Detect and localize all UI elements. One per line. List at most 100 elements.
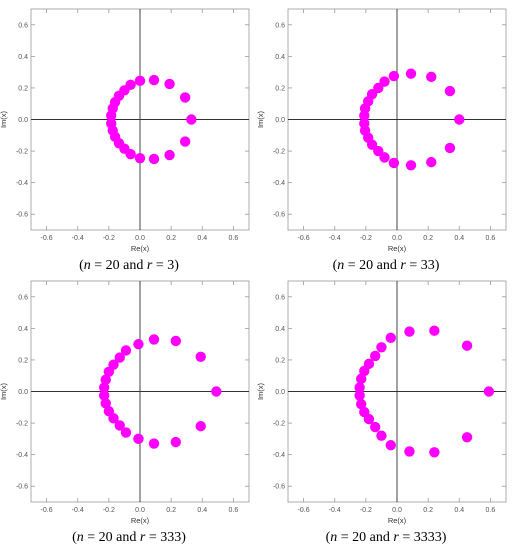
y-tick-label: -0.4	[273, 180, 285, 187]
data-point	[370, 421, 381, 433]
y-tick-label: -0.4	[16, 180, 28, 187]
data-point	[355, 373, 367, 385]
x-tick-label: -0.2	[360, 507, 372, 514]
data-point	[179, 136, 191, 147]
data-point	[354, 382, 365, 393]
chart-svg-1: -0.6 -0.4 -0.2 0.0 0.2 0.4 0.6 0.6 0.4 0.2 0.0 -0.2…	[0, 8, 250, 253]
caption-n-val: = 20 and	[340, 530, 390, 545]
y-tick-label: 0.4	[275, 326, 285, 333]
y-tick-label: 0.6	[18, 294, 28, 301]
x-tick-label: -0.4	[72, 507, 84, 514]
y-tick-label: -0.2	[16, 421, 28, 428]
data-point	[405, 68, 417, 79]
x-tick-label: -0.2	[103, 507, 115, 514]
data-point	[376, 342, 387, 353]
x-tick-label: -0.4	[72, 235, 84, 242]
x-tick-label: 0.2	[423, 507, 433, 514]
chart-panel-1: -0.6 -0.4 -0.2 0.0 0.2 0.4 0.6 0.6 0.4 0.2 0.0 -0.2…	[0, 0, 258, 260]
data-point	[105, 118, 117, 129]
data-point	[359, 110, 370, 121]
caption-r-var: r	[146, 258, 153, 273]
x-axis-label: Re(x)	[131, 516, 150, 525]
data-point	[148, 153, 160, 165]
caption-n-val: = 20 and	[87, 530, 137, 545]
data-point	[388, 157, 400, 169]
data-point	[164, 149, 175, 161]
data-point	[114, 352, 125, 363]
data-point	[186, 114, 197, 125]
x-tick-label: -0.6	[41, 235, 53, 242]
chart-panel-2: -0.6 -0.4 -0.2 0.0 0.2 0.4 0.6 0.6 0.4 0.2 0.0 -0.2…	[256, 0, 515, 260]
data-point	[385, 439, 396, 451]
y-axis-label: Im(x)	[256, 382, 265, 400]
y-tick-label: 0.0	[18, 389, 28, 396]
data-point	[100, 398, 111, 409]
data-point	[461, 340, 473, 351]
data-point	[114, 420, 125, 431]
x-axis-label: Re(x)	[388, 516, 407, 525]
x-axis-label: Re(x)	[388, 244, 407, 253]
caption-n-val: = 20 and	[347, 258, 397, 273]
data-point	[105, 110, 117, 121]
x-tick-label: 0.0	[392, 235, 402, 242]
chart-panel-4: -0.6 -0.4 -0.2 0.0 0.2 0.4 0.6 0.6 0.4 0.2 0.0 -0.2…	[256, 277, 515, 533]
data-point	[195, 421, 206, 432]
x-tick-label: 0.6	[229, 235, 239, 242]
x-tick-label: -0.6	[41, 507, 53, 514]
data-point	[359, 406, 370, 418]
data-point	[461, 432, 473, 443]
caption-n-var: n	[83, 258, 91, 273]
data-point	[359, 118, 370, 129]
y-axis-label: Im(x)	[0, 382, 8, 400]
data-point	[100, 374, 111, 385]
y-tick-label: -0.4	[273, 452, 285, 459]
y-axis-label: Im(x)	[256, 110, 265, 128]
x-tick-label: -0.2	[103, 235, 115, 242]
x-tick-label: 0.2	[423, 235, 433, 242]
caption-r-var: r	[400, 258, 406, 273]
data-point	[355, 398, 367, 410]
y-tick-label: -0.6	[273, 212, 285, 219]
data-point	[405, 160, 417, 171]
chart-svg-4: -0.6 -0.4 -0.2 0.0 0.2 0.4 0.6 0.6 0.4 0.2 0.0 -0.2…	[256, 280, 507, 525]
chart-caption-4: (n = 20 and r = 3333)	[325, 530, 447, 545]
data-point	[444, 142, 456, 154]
data-point	[133, 433, 144, 445]
data-point	[370, 350, 381, 362]
x-tick-label: 0.4	[454, 507, 464, 514]
data-point	[120, 345, 132, 356]
caption-n-var: n	[337, 258, 345, 273]
caption-n-var: n	[330, 530, 338, 545]
chart-caption-1: (n = 20 and r = 3)	[79, 258, 179, 273]
y-tick-label: -0.2	[273, 421, 285, 428]
data-point	[195, 351, 206, 362]
x-tick-label: 0.6	[229, 507, 239, 514]
x-tick-label: 0.0	[135, 507, 145, 514]
x-tick-label: 0.2	[166, 235, 176, 242]
x-tick-label: -0.4	[329, 235, 341, 242]
x-tick-label: 0.4	[454, 235, 464, 242]
caption-r-val: = 333	[148, 530, 182, 545]
x-tick-label: 0.4	[197, 235, 207, 242]
y-tick-label: 0.6	[275, 22, 285, 29]
data-point	[211, 386, 222, 397]
x-tick-label: 0.2	[166, 507, 176, 514]
y-tick-label: -0.6	[273, 484, 285, 491]
x-tick-label: 0.6	[486, 507, 496, 514]
data-point	[388, 70, 400, 82]
y-tick-label: 0.2	[275, 357, 285, 364]
caption-n-val: = 20 and	[94, 258, 144, 273]
y-tick-label: -0.2	[16, 149, 28, 156]
y-tick-label: -0.4	[16, 452, 28, 459]
data-point	[98, 382, 110, 393]
chart-panel-3: -0.6 -0.4 -0.2 0.0 0.2 0.4 0.6 0.6 0.4 0.2 0.0 -0.2…	[0, 277, 258, 533]
caption-r-val: = 3333	[402, 530, 442, 545]
x-tick-label: -0.6	[298, 507, 310, 514]
caption-r-val: = 33	[409, 258, 435, 273]
caption-r-val: = 3	[155, 258, 175, 273]
data-point	[404, 446, 415, 457]
data-point	[483, 386, 495, 397]
caption-n-var: n	[76, 530, 84, 545]
x-axis-label: Re(x)	[131, 244, 150, 253]
caption-r-var: r	[393, 530, 399, 545]
